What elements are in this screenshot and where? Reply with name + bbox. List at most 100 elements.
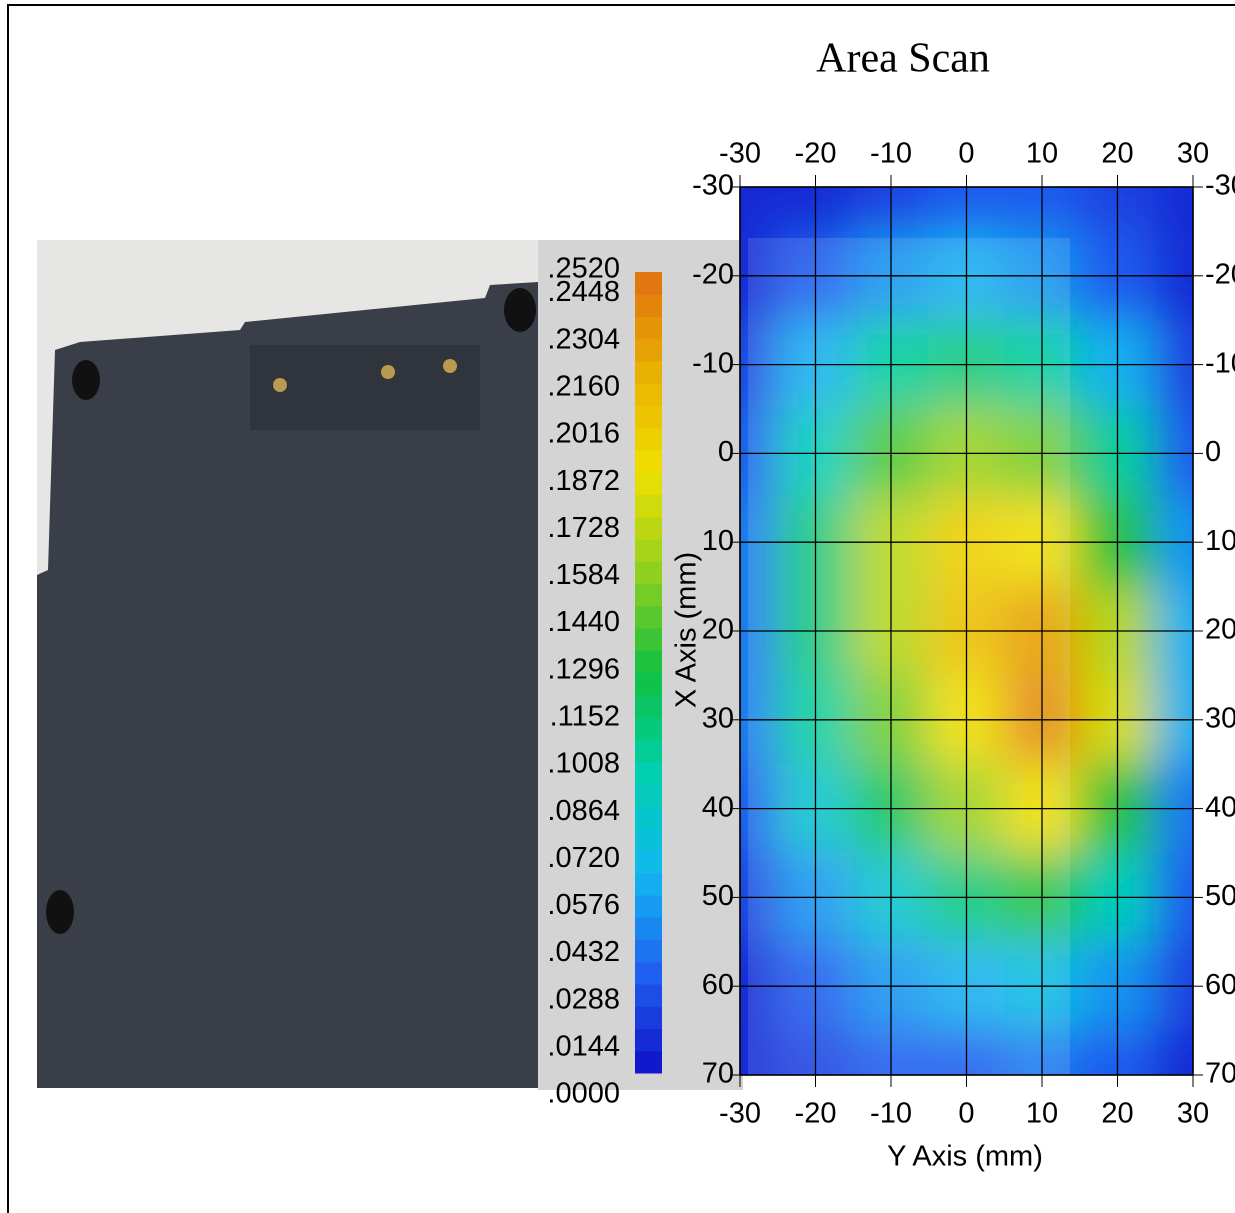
x-tick-label-top: 10 [1026,138,1058,170]
colorbar-band [635,272,662,295]
colorbar-band [635,783,662,807]
x-tick-label-top: -20 [795,138,837,170]
colorbar-band [635,872,662,896]
colorbar-tick-label: .2016 [547,418,620,450]
colorbar-band [635,1006,662,1029]
colorbar-band [635,761,662,785]
x-tick-label-top: -10 [870,138,912,170]
colorbar-band [635,984,662,1007]
y-tick-label-right: 20 [1205,614,1235,646]
y-tick-label-right: 70 [1205,1058,1235,1090]
colorbar-band [635,472,662,495]
y-tick-label-right: 60 [1205,969,1235,1001]
colorbar-band [635,961,662,985]
y-tick-label-right: 10 [1205,525,1235,557]
colorbar-tick-label: .0720 [547,842,620,874]
photo [37,240,538,1088]
colorbar-band [635,383,662,406]
colorbar-tick-label: .0288 [547,983,620,1015]
colorbar-tick-label: .2160 [547,371,620,403]
y-tick-label-right: -30 [1205,170,1235,202]
colorbar-band [635,361,662,384]
x-tick-label: 20 [1101,1098,1133,1130]
y-tick-label-right: 30 [1205,702,1235,734]
colorbar-band [635,850,662,874]
colorbar-tick-label: .1440 [547,606,620,638]
colorbar-tick-label: .0000 [547,1078,620,1110]
colorbar-band [635,405,662,429]
x-tick-label: 10 [1026,1098,1058,1130]
colorbar-band [635,650,662,673]
heatmap-cell [1154,187,1193,233]
colorbar-band [635,605,662,629]
x-tick-label-top: 0 [958,138,974,170]
colorbar-band [635,939,662,963]
colorbar-band [635,806,662,829]
colorbar-band [635,694,662,718]
x-tick-label: 0 [958,1098,974,1130]
colorbar-tick-label: .1152 [550,701,620,733]
y-tick-label: 70 [702,1058,734,1090]
y-tick-label-right: 0 [1205,436,1221,468]
heatmap-cell [740,1029,779,1075]
colorbar-band [635,516,662,540]
colorbar-tick-label: .0144 [547,1031,620,1063]
y-tick-label: 60 [702,969,734,1001]
colorbar-band [635,895,662,918]
colorbar-tick-label: .0864 [547,795,620,827]
colorbar-tick-label: .2448 [547,276,620,308]
y-tick-label-right: -20 [1205,258,1235,290]
colorbar-band [635,427,662,451]
colorbar-band [635,1050,662,1074]
x-tick-label: -10 [870,1098,912,1130]
colorbar-tick-label: .0576 [547,889,620,921]
colorbar-band [635,494,662,518]
colorbar-band [635,828,662,851]
y-axis-label: X Axis (mm) [671,552,703,708]
colorbar-band [635,539,662,562]
y-tick-label: 0 [718,436,734,468]
y-tick-label: 10 [702,525,734,557]
colorbar-tick-label: .1728 [547,512,620,544]
colorbar-tick-label: .1584 [547,559,620,591]
x-tick-label: 30 [1177,1098,1209,1130]
colorbar-band [635,739,662,762]
y-tick-label-right: 50 [1205,880,1235,912]
colorbar-tick-label: .2304 [547,323,620,355]
colorbar-band [635,583,662,607]
chart-title: Area Scan [816,36,990,82]
x-tick-label-top: 20 [1101,138,1133,170]
colorbar-band [635,338,662,362]
y-tick-label: 20 [702,614,734,646]
y-tick-label: 50 [702,880,734,912]
colorbar-tick-label: .1296 [547,653,620,685]
colorbar-tick-label: .1008 [547,748,620,780]
x-tick-label-top: 30 [1177,138,1209,170]
colorbar-band [635,561,662,584]
x-tick-label-top: -30 [719,138,761,170]
colorbar-band [635,1028,662,1052]
colorbar-band [635,450,662,473]
heatmap-cell [740,187,779,233]
colorbar-band [635,294,662,317]
y-tick-label: -20 [692,258,734,290]
colorbar-band [635,628,662,651]
colorbar-band [635,316,662,340]
y-tick-label: 40 [702,791,734,823]
heatmap-cell [1154,1029,1193,1075]
colorbar-band [635,917,662,940]
x-tick-label: -20 [795,1098,837,1130]
colorbar-tick-label: .1872 [547,465,620,497]
x-axis-label: Y Axis (mm) [887,1141,1043,1173]
colorbar-band [635,672,662,696]
y-tick-label: 30 [702,702,734,734]
y-tick-label-right: 40 [1205,791,1235,823]
x-tick-label: -30 [719,1098,761,1130]
colorbar-tick-label: .2520 [547,253,620,285]
colorbar-band [635,717,662,740]
y-tick-label: -30 [692,170,734,202]
y-tick-label-right: -10 [1205,347,1235,379]
photo-overlay [748,238,1070,1090]
y-tick-label: -10 [692,347,734,379]
